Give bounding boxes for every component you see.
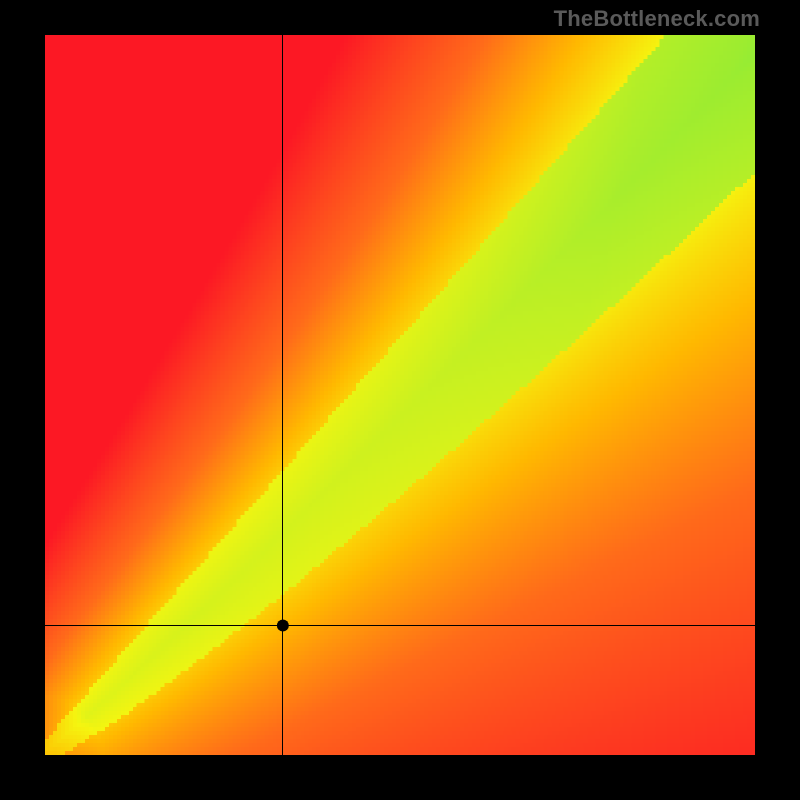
plot-area [45,35,755,755]
crosshair-horizontal [45,625,755,626]
watermark-text: TheBottleneck.com [554,6,760,32]
crosshair-vertical [282,35,283,755]
heatmap-canvas [45,35,755,755]
chart-frame: TheBottleneck.com [0,0,800,800]
